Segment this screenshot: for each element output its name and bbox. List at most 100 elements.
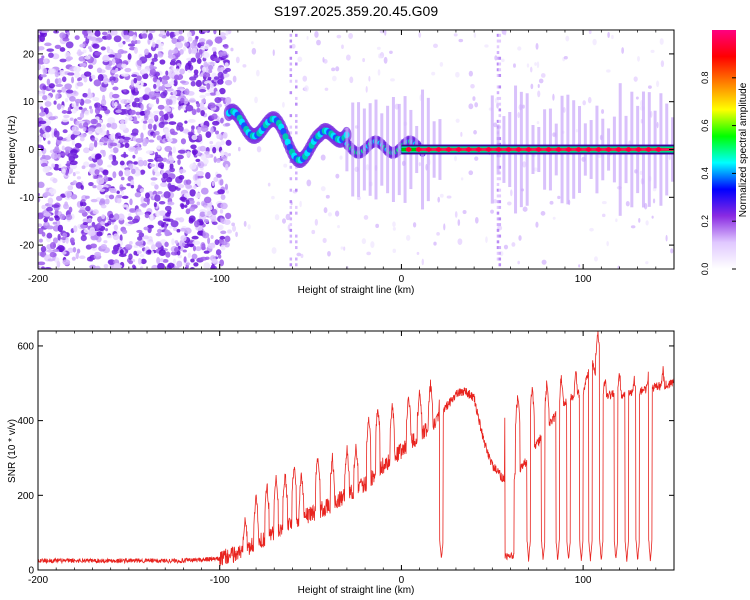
heatmap-noise-blob [62,129,68,134]
heatmap-noise-blob [75,252,79,260]
heatmap-noise-blob [220,202,228,210]
heatmap-noise-blob [474,102,479,108]
heatmap-noise-blob [156,190,163,195]
heatmap-sidelobe [368,103,372,196]
heatmap-noise-blob [225,212,232,220]
heatmap-y-tick-label: -20 [20,241,35,252]
heatmap-noise-blob [203,158,209,165]
snr-x-tick-label: -200 [28,575,48,586]
heatmap-noise-blob [493,122,498,128]
heatmap-sidelobe [357,102,361,197]
heatmap-noise-blob [49,251,57,258]
heatmap-noise-blob [132,34,137,42]
heatmap-noise-blob [193,185,197,189]
heatmap-noise-blob [79,62,87,67]
chart-title: S197.2025.359.20.45.G09 [274,3,438,19]
heatmap-noise-blob [90,198,98,203]
heatmap-noise-blob [153,124,157,131]
heatmap-noise-blob [142,123,147,131]
heatmap-noise-blob [96,184,103,191]
heatmap-noise-blob [141,68,149,74]
heatmap-noise-blob [89,108,94,114]
heatmap-noise-blob [123,151,127,159]
heatmap-noise-blob [112,233,120,241]
heatmap-noise-blob [197,230,205,236]
heatmap-streak [289,205,293,209]
heatmap-noise-blob [117,135,125,140]
heatmap-noise-blob [100,149,105,154]
heatmap-noise-blob [119,234,123,242]
heatmap-noise-blob [88,230,96,237]
heatmap-noise-blob [468,70,473,77]
heatmap-streak [498,73,502,77]
heatmap-noise-blob [156,135,162,141]
heatmap-noise-blob [517,112,520,119]
heatmap-noise-blob [165,98,171,106]
heatmap-noise-blob [136,229,143,233]
heatmap-noise-blob [639,170,643,176]
heatmap-noise-blob [180,203,185,210]
heatmap-streak [498,263,502,267]
heatmap-noise-blob [113,213,120,221]
heatmap-noise-blob [148,32,153,41]
heatmap-noise-blob [130,39,139,45]
heatmap-noise-blob [198,133,203,141]
heatmap-noise-blob [220,150,225,157]
heatmap-noise-blob [272,49,275,56]
heatmap-noise-blob [98,167,104,172]
heatmap-noise-blob [45,125,52,133]
heatmap-noise-blob [320,154,326,161]
heatmap-noise-blob [178,169,187,174]
heatmap-noise-blob [62,232,68,238]
heatmap-noise-blob [207,76,212,81]
heatmap-noise-blob [79,136,85,142]
heatmap-noise-blob [119,249,124,255]
heatmap-noise-blob [540,210,546,216]
heatmap-streak [496,240,500,244]
heatmap-noise-blob [129,208,136,213]
heatmap-line-knot [585,147,592,152]
heatmap-noise-blob [175,41,183,49]
heatmap-noise-blob [46,206,53,212]
heatmap-noise-blob [50,127,54,133]
heatmap-noise-blob [136,75,142,81]
heatmap-noise-blob [157,262,165,269]
heatmap-noise-blob [83,71,92,77]
heatmap-noise-blob [437,196,441,203]
heatmap-noise-blob [167,138,173,143]
heatmap-noise-blob [198,88,207,93]
heatmap-noise-blob [88,130,93,135]
heatmap-noise-blob [156,157,164,161]
heatmap-noise-blob [128,260,134,265]
heatmap-noise-blob [78,56,86,62]
heatmap-noise-blob [324,87,329,91]
heatmap-noise-blob [179,49,184,55]
heatmap-noise-blob [121,63,127,68]
heatmap-noise-blob [507,201,512,206]
heatmap-noise-blob [52,248,60,253]
heatmap-noise-blob [230,47,234,52]
heatmap-noise-blob [91,40,100,44]
heatmap-noise-blob [88,65,93,69]
heatmap-noise-blob [271,247,277,254]
heatmap-noise-blob [130,132,139,136]
heatmap-streak [496,91,500,95]
heatmap-noise-blob [177,149,186,154]
colorbar [712,30,736,269]
heatmap-noise-blob [156,80,161,88]
colorbar-tick-label: 0.2 [700,215,710,228]
heatmap-streak [295,102,298,106]
heatmap-noise-blob [314,218,319,226]
heatmap-streak [496,85,500,89]
heatmap-noise-blob [74,142,82,149]
heatmap-noise-blob [119,119,125,124]
heatmap-noise-blob [162,258,169,263]
heatmap-noise-blob [178,175,185,180]
heatmap-noise-blob [494,55,498,61]
heatmap-noise-blob [155,210,160,218]
heatmap-noise-blob [123,34,130,40]
heatmap-noise-blob [140,203,148,207]
heatmap-noise-blob [154,194,161,202]
heatmap-streak [498,205,502,209]
heatmap-noise-blob [80,185,84,190]
